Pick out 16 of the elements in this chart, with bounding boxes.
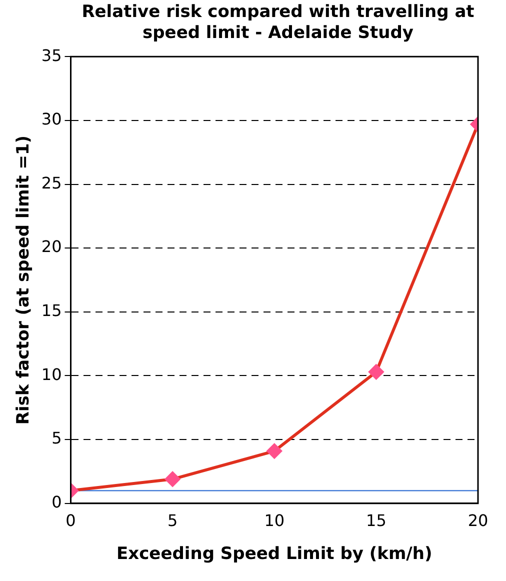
- y-axis-title: Risk factor (at speed limit =1): [14, 135, 34, 425]
- y-tick-label: 35: [41, 46, 62, 65]
- x-axis-title: Exceeding Speed Limit by (km/h): [116, 544, 432, 564]
- y-tick-label: 5: [52, 428, 62, 448]
- y-tick-label: 25: [41, 173, 62, 192]
- x-tick-label: 10: [264, 511, 285, 530]
- y-tick-label: 20: [41, 237, 62, 256]
- y-tick-label: 30: [41, 110, 62, 129]
- x-tick-label: 20: [468, 511, 488, 530]
- chart-title: Relative risk compared with travelling at speed limit - Adelaide Study: [80, 2, 476, 44]
- x-tick-label: 5: [167, 511, 178, 530]
- y-tick-label: 10: [41, 364, 62, 384]
- y-tick-label: 0: [52, 492, 62, 512]
- x-tick-label: 0: [66, 511, 76, 530]
- y-tick-label: 15: [41, 301, 62, 320]
- x-tick-label: 15: [366, 511, 386, 530]
